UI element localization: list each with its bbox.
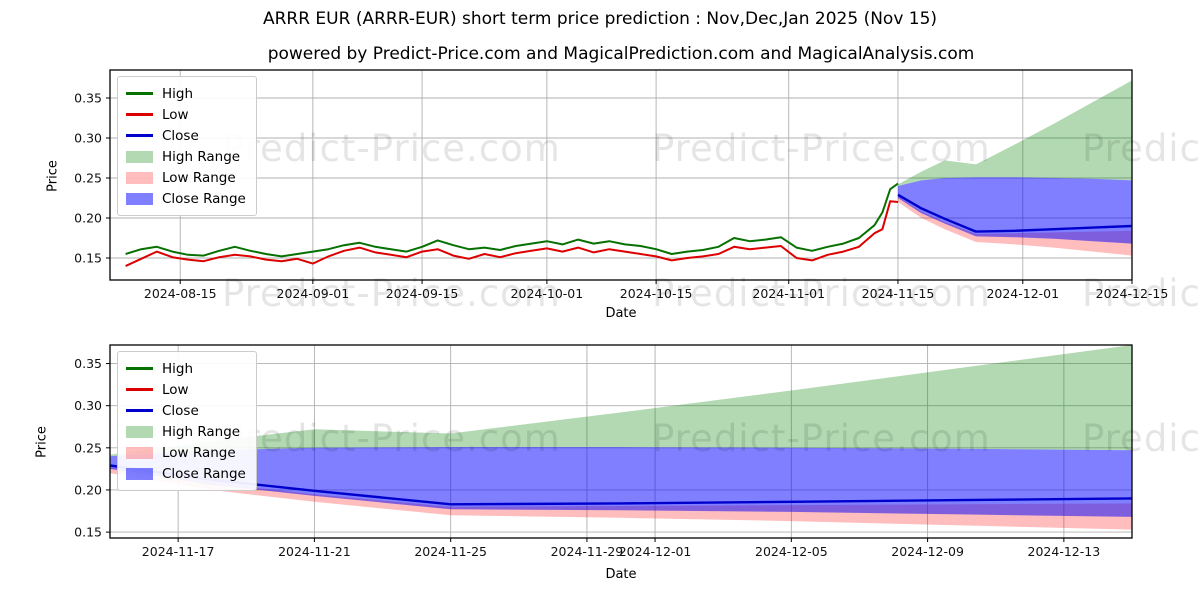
y-tick-label: 0.35: [74, 91, 102, 106]
high-swatch: [126, 92, 153, 95]
y-tick-label: 0.35: [74, 356, 102, 371]
y-tick-label: 0.25: [74, 171, 102, 186]
x-tick-label: 2024-11-25: [414, 544, 487, 559]
low-swatch: [126, 388, 153, 391]
high-line: [125, 182, 899, 258]
legend-item-close: Close: [126, 400, 246, 421]
legend-label: High Range: [162, 423, 241, 440]
x-tick-label: 2024-11-17: [142, 544, 215, 559]
x-tick-label: 2024-10-15: [620, 286, 693, 301]
x-tick-label: 2024-12-01: [619, 544, 692, 559]
legend-label: Close: [162, 402, 199, 419]
legend-item-close-range: Close Range: [126, 188, 246, 209]
legend-item-high-range: High Range: [126, 146, 246, 167]
x-axis-label-top: Date: [605, 306, 637, 321]
legend-top-chart: High Low Close High Range Low Range Close Ran…: [117, 76, 257, 216]
x-tick-label: 2024-12-13: [1028, 544, 1101, 559]
legend-label: Close Range: [162, 190, 246, 207]
x-tick-label: 2024-12-15: [1096, 286, 1169, 301]
x-tick-label: 2024-09-15: [386, 286, 459, 301]
price-history-and-forecast-chart: 2024-08-15 2024-09-01 2024-09-15 2024-10-01…: [74, 69, 1169, 301]
y-tick-label: 0.15: [74, 525, 102, 540]
low-swatch: [126, 113, 153, 116]
legend-label: Close: [162, 127, 199, 144]
high-range-swatch: [126, 150, 153, 163]
x-tick-label: 2024-09-01: [277, 286, 350, 301]
close-line: [897, 193, 1133, 233]
legend-item-high-range: High Range: [126, 421, 246, 442]
y-axis-label-top: Price: [45, 160, 61, 192]
y-axis-label-bottom: Price: [34, 426, 50, 458]
legend-label: Low: [162, 381, 189, 398]
legend-item-close-range: Close Range: [126, 463, 246, 484]
legend-bottom-chart: High Low Close High Range Low Range Close Ran…: [117, 351, 257, 491]
close-range-band: [110, 447, 1132, 517]
y-tick-label: 0.15: [74, 251, 102, 266]
legend-item-high: High: [126, 358, 246, 379]
close-range-band: [898, 177, 1132, 244]
legend-item-low: Low: [126, 104, 246, 125]
axes-frame: [109, 344, 1133, 539]
high-range-band: [110, 345, 1132, 457]
high-swatch: [126, 367, 153, 370]
chart-subtitle: powered by Predict-Price.com and Magical…: [267, 44, 975, 64]
y-tick-label: 0.25: [74, 440, 102, 455]
low-range-swatch: [126, 446, 153, 459]
x-tick-label: 2024-12-01: [986, 286, 1059, 301]
x-axis-label-bottom: Date: [605, 567, 637, 582]
x-tick-label: 2024-12-09: [891, 544, 964, 559]
legend-label: High: [162, 360, 194, 377]
legend-label: Low Range: [162, 169, 236, 186]
legend-item-close: Close: [126, 125, 246, 146]
legend-item-low-range: Low Range: [126, 167, 246, 188]
low-line: [125, 200, 899, 267]
forecast-zoom-chart: 2024-11-17 2024-11-21 2024-11-25 2024-11-29…: [74, 344, 1133, 559]
x-tick-label: 2024-11-15: [862, 286, 935, 301]
legend-label: High Range: [162, 148, 241, 165]
legend-label: Close Range: [162, 465, 246, 482]
x-tick-label: 2024-11-29: [551, 544, 624, 559]
y-tick-label: 0.20: [74, 211, 102, 226]
low-range-band: [898, 196, 1132, 256]
y-tick-label: 0.30: [74, 398, 102, 413]
legend-item-low-range: Low Range: [126, 442, 246, 463]
y-tick-label: 0.30: [74, 131, 102, 146]
high-range-swatch: [126, 425, 153, 438]
low-range-swatch: [126, 171, 153, 184]
x-tick-label: 2024-08-15: [144, 286, 217, 301]
legend-item-high: High: [126, 83, 246, 104]
high-range-band: [898, 80, 1132, 186]
low-range-band: [110, 467, 1132, 530]
close-range-swatch: [126, 467, 153, 480]
axes-frame: [109, 69, 1133, 281]
x-tick-label: 2024-11-01: [752, 286, 825, 301]
x-tick-label: 2024-10-01: [511, 286, 584, 301]
legend-item-low: Low: [126, 379, 246, 400]
chart-title: ARRR EUR (ARRR-EUR) short term price pre…: [262, 9, 938, 29]
close-swatch: [126, 134, 153, 137]
x-tick-label: 2024-12-05: [755, 544, 828, 559]
legend-label: High: [162, 85, 194, 102]
legend-label: Low Range: [162, 444, 236, 461]
close-range-swatch: [126, 192, 153, 205]
close-swatch: [126, 409, 153, 412]
legend-label: Low: [162, 106, 189, 123]
y-tick-label: 0.20: [74, 482, 102, 497]
x-tick-label: 2024-11-21: [278, 544, 351, 559]
